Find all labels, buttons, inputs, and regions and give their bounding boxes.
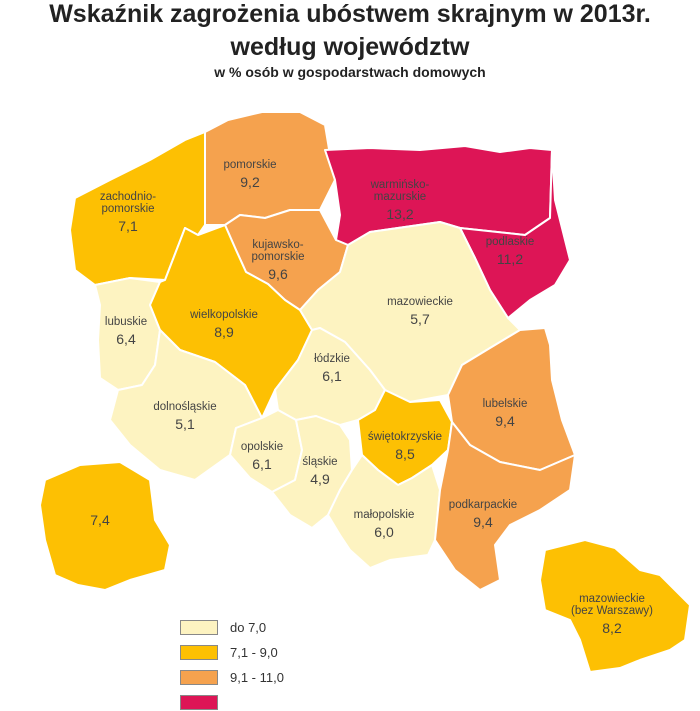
- region-name-dolnoslaskie: dolnośląskie: [153, 401, 216, 413]
- region-value-podkarpackie: 9,4: [473, 514, 493, 530]
- region-name-podlaskie: podlaskie: [486, 236, 535, 248]
- chart-title-line2: według województw: [230, 33, 470, 61]
- legend-item: 7,1 - 9,0: [180, 643, 278, 661]
- region-name-lubuskie: lubuskie: [105, 316, 147, 328]
- legend-swatch: [180, 644, 218, 660]
- region-name2-kujawsko: pomorskie: [251, 251, 304, 263]
- legend-item: [180, 693, 230, 711]
- region-value-lodzkie: 6,1: [322, 368, 342, 384]
- inset-poland-value: 7,4: [90, 512, 110, 528]
- region-name-zachodniopomorskie: zachodnio-: [100, 191, 156, 203]
- legend-item: 9,1 - 11,0: [180, 668, 284, 686]
- region-value-podlaskie: 11,2: [497, 251, 523, 267]
- region-value-malopolskie: 6,0: [374, 524, 394, 540]
- region-name-malopolskie: małopolskie: [354, 509, 415, 521]
- region-name-pomorskie: pomorskie: [223, 159, 276, 171]
- legend-label: 7,1 - 9,0: [230, 644, 278, 660]
- region-value-opolskie: 6,1: [252, 456, 272, 472]
- region-name2-warminsko: mazurskie: [374, 191, 426, 203]
- region-value-warminsko: 13,2: [386, 206, 413, 222]
- region-value-dolnoslaskie: 5,1: [175, 416, 195, 432]
- region-name-slaskie: śląskie: [302, 456, 337, 468]
- region-value-mazowieckie: 5,7: [410, 311, 430, 327]
- inset-mazowieckie-shape: [539, 539, 691, 673]
- region-value-zachodniopomorskie: 7,1: [118, 218, 138, 234]
- region-name-lubelskie: lubelskie: [483, 398, 528, 410]
- region-name-podkarpackie: podkarpackie: [449, 499, 517, 511]
- legend-item: do 7,0: [180, 618, 266, 636]
- region-name-swietokrzyskie: świętokrzyskie: [368, 431, 442, 443]
- inset-mazowieckie-value: 8,2: [602, 620, 622, 636]
- region-name-lodzkie: łódzkie: [314, 353, 350, 365]
- legend-swatch: [180, 619, 218, 635]
- inset-mazowieckie-name2: (bez Warszawy): [571, 605, 653, 617]
- region-name-opolskie: opolskie: [241, 441, 283, 453]
- region-name-kujawsko: kujawsko-: [252, 239, 303, 251]
- region-podkarpackie: [434, 421, 576, 591]
- region-value-lubuskie: 6,4: [116, 331, 136, 347]
- region-value-wielkopolskie: 8,9: [214, 324, 234, 340]
- chart-title: Wskaźnik zagrożenia ubóstwem skrajnym w …: [49, 0, 651, 28]
- region-value-lubelskie: 9,4: [495, 413, 515, 429]
- region-value-slaskie: 4,9: [310, 471, 330, 487]
- region-value-swietokrzyskie: 8,5: [395, 446, 415, 462]
- inset-mazowieckie-name: mazowieckie: [579, 593, 645, 605]
- region-value-kujawsko: 9,6: [268, 266, 288, 282]
- region-name-wielkopolskie: wielkopolskie: [189, 309, 258, 321]
- legend-label: 9,1 - 11,0: [230, 669, 284, 685]
- inset-poland-shape: [39, 461, 171, 591]
- legend-label: do 7,0: [230, 619, 267, 635]
- chart-subtitle: w % osób w gospodarstwach domowych: [214, 64, 486, 80]
- region-lodzkie: [274, 327, 386, 426]
- region-value-pomorskie: 9,2: [240, 174, 260, 190]
- region-name-warminsko: warmińsko-: [370, 179, 430, 191]
- legend-swatch: [180, 694, 218, 710]
- region-name2-zachodniopomorskie: pomorskie: [101, 203, 154, 215]
- region-name-mazowieckie: mazowieckie: [387, 296, 453, 308]
- legend-swatch: [180, 669, 218, 685]
